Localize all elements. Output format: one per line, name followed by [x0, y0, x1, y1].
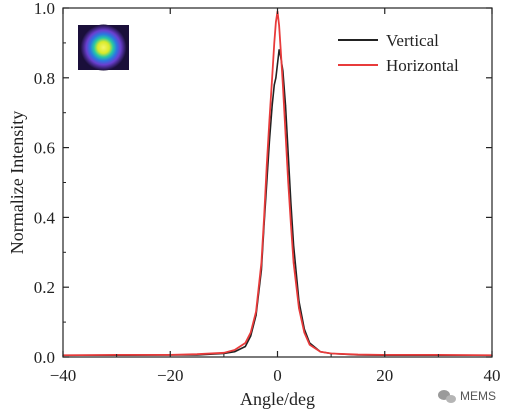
- x-tick-label: 20: [376, 366, 393, 385]
- x-tick-label: 0: [273, 366, 282, 385]
- data-point: [287, 181, 289, 184]
- data-point: [282, 84, 284, 86]
- data-point: [271, 105, 273, 107]
- x-tick-label: −40: [50, 366, 77, 385]
- data-point: [234, 349, 236, 351]
- data-point: [275, 77, 277, 79]
- data-point: [290, 223, 292, 225]
- data-point: [278, 24, 280, 27]
- legend: Vertical Horizontal: [338, 31, 459, 75]
- data-point: [292, 262, 295, 264]
- series-vertical: [62, 49, 493, 357]
- data-point: [273, 84, 275, 86]
- data-point: [330, 352, 332, 355]
- data-point: [263, 216, 265, 218]
- y-tick-label: 0.0: [34, 348, 55, 367]
- data-point: [319, 351, 321, 353]
- beam-spot-icon: [80, 24, 127, 71]
- inset-beam-spot: [78, 24, 129, 71]
- data-point: [244, 342, 246, 344]
- y-tick-label: 1.0: [34, 0, 55, 18]
- data-point: [260, 262, 263, 264]
- x-axis: −40 −20 0 20 40: [50, 8, 501, 385]
- data-point: [244, 345, 246, 348]
- data-point: [223, 352, 225, 354]
- data-point: [268, 119, 271, 121]
- wechat-icon: [438, 390, 456, 403]
- data-point: [234, 351, 236, 353]
- data-point: [273, 42, 275, 44]
- data-point: [268, 140, 271, 142]
- data-point: [287, 153, 289, 156]
- legend-label-vertical: Vertical: [386, 31, 439, 50]
- x-tick-label: −20: [157, 366, 184, 385]
- data-point: [271, 77, 273, 79]
- data-point: [255, 311, 257, 313]
- data-point: [250, 335, 252, 337]
- y-axis: 0.0 0.2 0.4 0.6 0.8 1.0: [34, 0, 492, 367]
- data-point: [250, 331, 252, 334]
- legend-label-horizontal: Horizontal: [386, 56, 459, 75]
- y-tick-label: 0.2: [34, 278, 55, 297]
- data-point: [290, 202, 292, 205]
- data-point: [303, 331, 305, 334]
- data-point: [309, 344, 311, 346]
- watermark: MEMS: [438, 389, 496, 403]
- watermark-label: MEMS: [460, 389, 496, 403]
- data-point: [276, 63, 279, 65]
- data-point: [284, 105, 287, 107]
- data-point: [266, 164, 268, 166]
- y-tick-label: 0.4: [34, 208, 56, 227]
- data-point: [298, 307, 300, 309]
- y-tick-label: 0.8: [34, 69, 55, 88]
- data-point: [275, 21, 277, 23]
- data-point: [284, 133, 287, 135]
- y-axis-label: Normalize Intensity: [7, 111, 27, 254]
- x-tick-label: 40: [484, 366, 501, 385]
- y-tick-label: 0.6: [34, 139, 55, 158]
- data-point: [278, 49, 280, 51]
- data-point: [196, 353, 198, 355]
- data-point: [280, 49, 282, 51]
- series-line-vertical: [63, 49, 492, 357]
- x-axis-label: Angle/deg: [240, 389, 315, 409]
- data-point: [357, 353, 359, 356]
